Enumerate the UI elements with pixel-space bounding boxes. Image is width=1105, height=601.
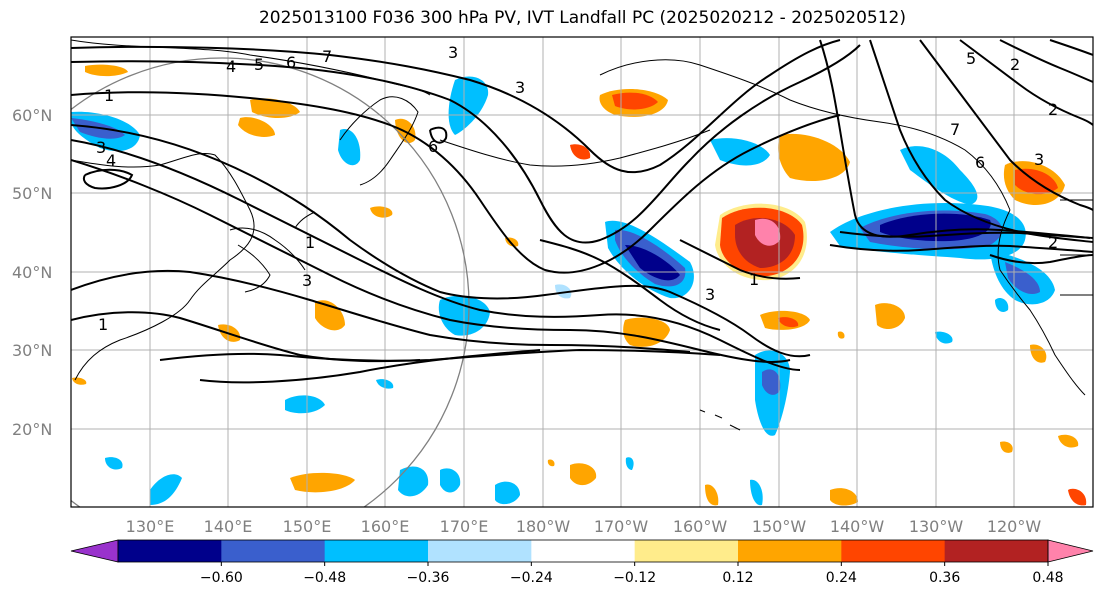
colorbar-tick-label: 0.12 [722, 570, 753, 586]
lon-label: 140°W [830, 517, 885, 536]
lon-label: 130°E [126, 517, 175, 536]
colorbar-segment [118, 540, 222, 562]
contour-label: 7 [950, 120, 960, 139]
contour-label: 1 [305, 233, 315, 252]
coastline-kamchatka [339, 96, 419, 186]
lon-label: 140°E [204, 517, 253, 536]
lat-label-40n: 40°N [12, 263, 52, 282]
contour-label: 3 [705, 285, 715, 304]
contour-label: 3 [448, 43, 458, 62]
colorbar-extend-high [1047, 539, 1094, 563]
colorbar-tick-label: −0.12 [613, 570, 656, 586]
map-frame [70, 36, 1094, 508]
contour-label: 7 [322, 47, 332, 66]
colorbar-tick-label: −0.24 [510, 570, 553, 586]
contour-label: 3 [96, 138, 106, 157]
colorbar-tick-label: 0.48 [1032, 570, 1063, 586]
longitude-labels: 130°E 140°E 150°E 160°E 170°E 180°W 170°… [126, 517, 1042, 536]
contour-label: 6 [286, 53, 296, 72]
lon-label: 170°E [440, 517, 489, 536]
map-title: 2025013100 F036 300 hPa PV, IVT Landfall… [258, 8, 906, 28]
colorbar [70, 539, 1094, 563]
contour-label: 4 [106, 151, 116, 170]
coastline-alaska [599, 59, 1011, 211]
neg-anomaly-kamchatka [448, 76, 489, 135]
pv-contours [71, 39, 1093, 384]
colorbar-segment [324, 540, 429, 562]
colorbar-tick-label: −0.60 [200, 570, 243, 586]
lon-label: 150°E [283, 517, 332, 536]
contour-label: 2 [1048, 100, 1058, 119]
reference-circle [71, 57, 470, 507]
lon-label: 120°W [987, 517, 1042, 536]
latitude-labels: 60°N 50°N 40°N 30°N 20°N [12, 106, 52, 439]
contour-label: 6 [975, 153, 985, 172]
colorbar-ticks: −0.60 −0.48 −0.36 −0.24 −0.12 0.12 0.24 0.36 0.4… [200, 562, 1064, 586]
contour-label: 4 [226, 57, 236, 76]
colorbar-tick-label: −0.36 [407, 570, 450, 586]
colorbar-tick-label: 0.36 [929, 570, 960, 586]
contour-label: 2 [1010, 55, 1020, 74]
lat-label-60n: 60°N [12, 106, 52, 125]
lat-label-30n: 30°N [12, 341, 52, 360]
lon-label: 160°W [673, 517, 728, 536]
colorbar-segment [221, 540, 326, 562]
coastline-aleutians [439, 129, 711, 167]
gridlines [71, 37, 1093, 507]
colorbar-outline [117, 539, 1049, 563]
contour-label: 5 [966, 49, 976, 68]
contour-labels: 1 3 4 5 6 7 3 2 1 3 6 7 5 2 2 3 1 3 4 1 … [96, 43, 1058, 334]
contour-label: 1 [104, 86, 114, 105]
colorbar-segment [531, 540, 636, 562]
colorbar-extend-low [70, 539, 119, 563]
colorbar-segment [428, 540, 532, 562]
contour-label: 3 [1034, 150, 1044, 169]
lat-label-50n: 50°N [12, 184, 52, 203]
lat-label-20n: 20°N [12, 420, 52, 439]
colorbar-segment [841, 540, 946, 562]
contour-label: 3 [302, 271, 312, 290]
contour-label: 1 [749, 270, 759, 289]
pos-anomaly-gulf-alaska [778, 133, 850, 182]
colorbar-segment [634, 540, 739, 562]
lon-label: 150°W [752, 517, 807, 536]
lon-label: 170°W [594, 517, 649, 536]
colorbar-tick-label: 0.24 [826, 570, 857, 586]
coastline-hawaii [699, 409, 741, 431]
lon-label: 180°W [516, 517, 571, 536]
colorbar-segment [944, 540, 1049, 562]
colorbar-tick-label: −0.48 [303, 570, 346, 586]
neg-anomaly-coast-north [900, 146, 978, 205]
coastline-namerica [997, 209, 1086, 396]
contour-label: 3 [515, 78, 525, 97]
lon-label: 130°W [909, 517, 964, 536]
contour-label: 2 [1048, 233, 1058, 252]
contour-label: 1 [98, 315, 108, 334]
lon-label: 160°E [361, 517, 410, 536]
contour-label: 5 [254, 55, 264, 74]
colorbar-segment [738, 540, 842, 562]
contour-label: 6 [428, 137, 438, 156]
